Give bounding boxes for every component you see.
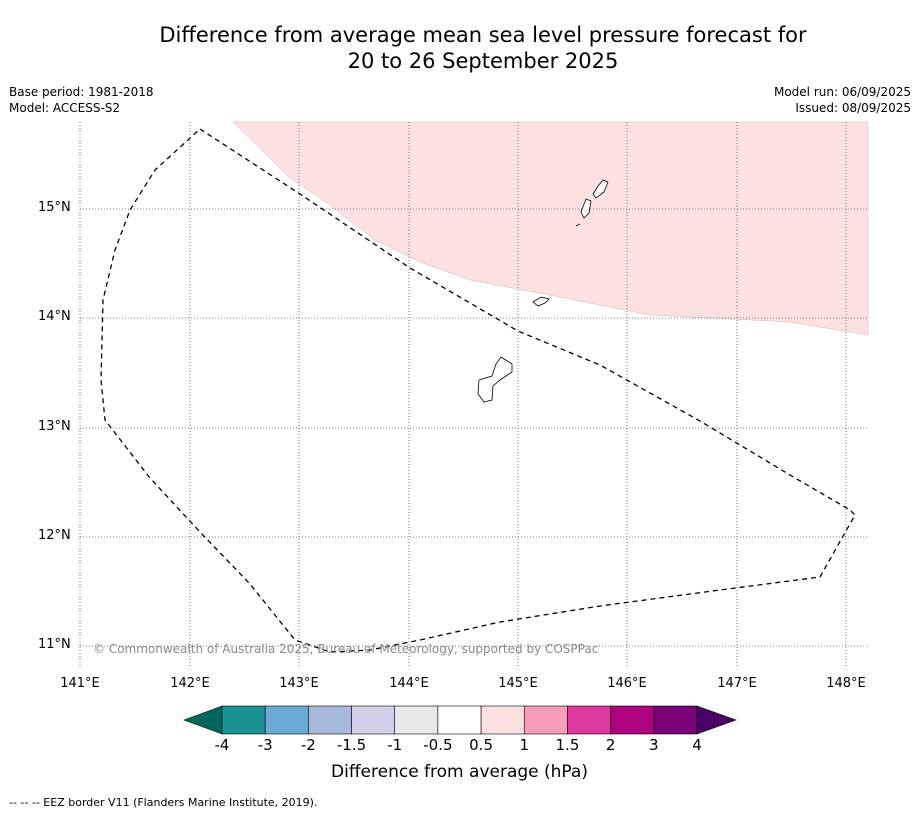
colorbar-cell <box>523 705 568 735</box>
lat-label-12n: 12°N <box>38 528 71 543</box>
base-period: Base period: 1981-2018 <box>9 85 154 99</box>
colorbar-tick-label: 1.5 <box>555 736 580 754</box>
colorbar-cell <box>653 705 698 735</box>
model-run: Model run: 06/09/2025 <box>773 85 911 99</box>
colorbar-cell <box>264 705 309 735</box>
colorbar-tick-label: -1.5 <box>336 736 367 754</box>
model-name: Model: ACCESS-S2 <box>9 101 121 115</box>
colorbar-cell <box>567 705 611 735</box>
lon-label-143e: 143°E <box>279 676 319 691</box>
lat-label-13n: 13°N <box>38 419 71 434</box>
lon-label-148e: 148°E <box>826 676 866 691</box>
tinian-island <box>580 198 592 219</box>
title-line-2: 20 to 26 September 2025 <box>347 49 619 73</box>
colorbar-extend-low <box>183 705 223 735</box>
colorbar-cell <box>308 705 352 735</box>
lon-label-147e: 147°E <box>717 676 757 691</box>
colorbar-tick-label: 0.5 <box>469 736 493 754</box>
colorbar-cell <box>437 705 482 735</box>
colorbar-cell <box>394 705 439 735</box>
eez-border <box>100 128 856 653</box>
colorbar-cell <box>351 705 396 735</box>
map-title: Difference from average mean sea level p… <box>0 22 919 74</box>
colorbar-tick-label: -3 <box>257 736 273 754</box>
colorbar-cell <box>221 705 266 735</box>
saipan-island <box>592 179 609 199</box>
colorbar-cell <box>480 705 525 735</box>
colorbar-tick-label: 1 <box>519 736 530 754</box>
colorbar-tick-label: -1 <box>387 736 403 754</box>
title-line-1: Difference from average mean sea level p… <box>159 23 807 47</box>
aguijan-island <box>575 223 581 227</box>
lat-label-14n: 14°N <box>38 309 71 324</box>
colorbar-cells <box>221 705 698 735</box>
colorbar-tick-label: 2 <box>605 736 616 754</box>
eez-legend-footer: -- -- -- EEZ border V11 (Flanders Marine… <box>9 796 318 809</box>
meta-left: Base period: 1981-2018 Model: ACCESS-S2 <box>9 84 154 116</box>
colorbar-tick-label: -2 <box>300 736 316 754</box>
colorbar-tick-label: 4 <box>692 736 702 754</box>
copyright-notice: © Commonwealth of Australia 2025, Bureau… <box>93 642 599 656</box>
anomaly-region <box>232 121 869 336</box>
colorbar-tick-label: -0.5 <box>423 736 453 754</box>
lon-label-141e: 141°E <box>60 676 100 691</box>
lon-label-142e: 142°E <box>170 676 210 691</box>
colorbar-title: Difference from average (hPa) <box>331 762 588 782</box>
colorbar-tick-label: -4 <box>214 736 230 754</box>
guam-island <box>477 356 513 403</box>
rota-island <box>532 296 550 307</box>
colorbar-extend-high <box>696 705 737 735</box>
lat-label-11n: 11°N <box>38 637 71 652</box>
lon-label-145e: 145°E <box>498 676 538 691</box>
colorbar-cell <box>610 705 655 735</box>
meta-right: Model run: 06/09/2025 Issued: 08/09/2025 <box>774 84 911 116</box>
colorbar-tick-label: 3 <box>649 736 659 754</box>
issued-date: Issued: 08/09/2025 <box>795 101 911 115</box>
lon-label-146e: 146°E <box>607 676 647 691</box>
lat-label-15n: 15°N <box>38 200 71 215</box>
gridlines <box>79 122 868 668</box>
lon-label-144e: 144°E <box>389 676 429 691</box>
